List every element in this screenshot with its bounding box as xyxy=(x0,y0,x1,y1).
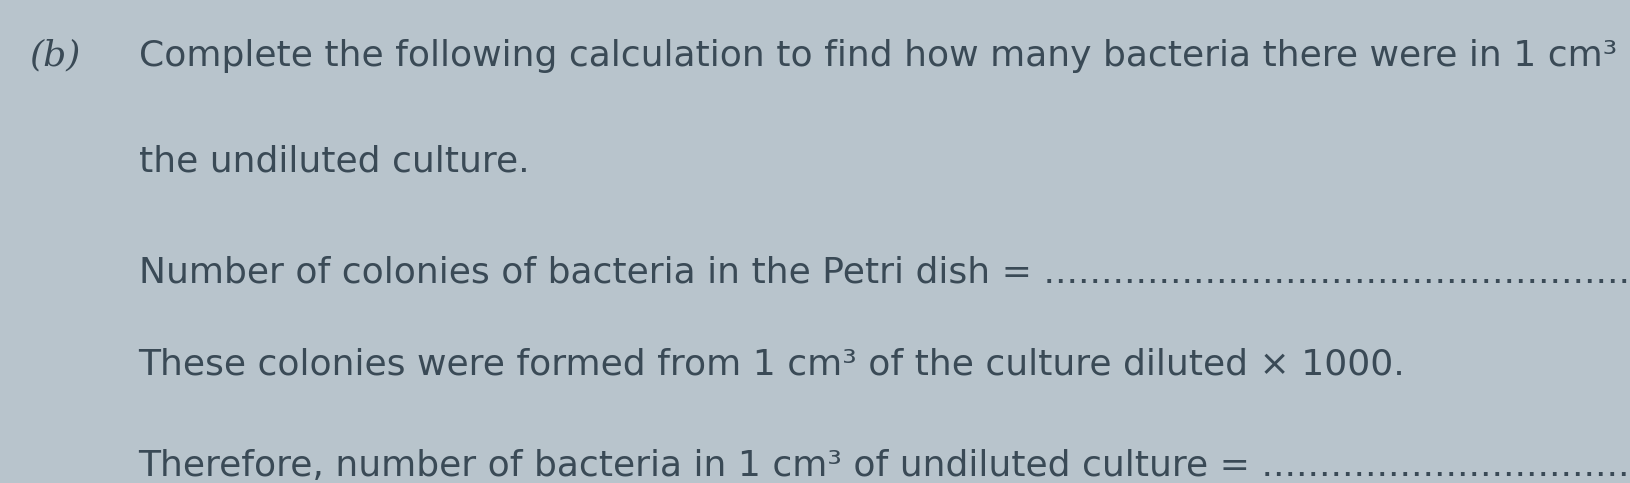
Text: the undiluted culture.: the undiluted culture. xyxy=(139,145,530,179)
Text: Therefore, number of bacteria in 1 cm³ of undiluted culture = ..................: Therefore, number of bacteria in 1 cm³ o… xyxy=(139,449,1630,483)
Text: (b): (b) xyxy=(29,39,82,72)
Text: These colonies were formed from 1 cm³ of the culture diluted × 1000.: These colonies were formed from 1 cm³ of… xyxy=(139,348,1405,382)
Text: Complete the following calculation to find how many bacteria there were in 1 cm³: Complete the following calculation to fi… xyxy=(139,39,1630,72)
Text: Number of colonies of bacteria in the Petri dish = .............................: Number of colonies of bacteria in the Pe… xyxy=(139,256,1630,290)
